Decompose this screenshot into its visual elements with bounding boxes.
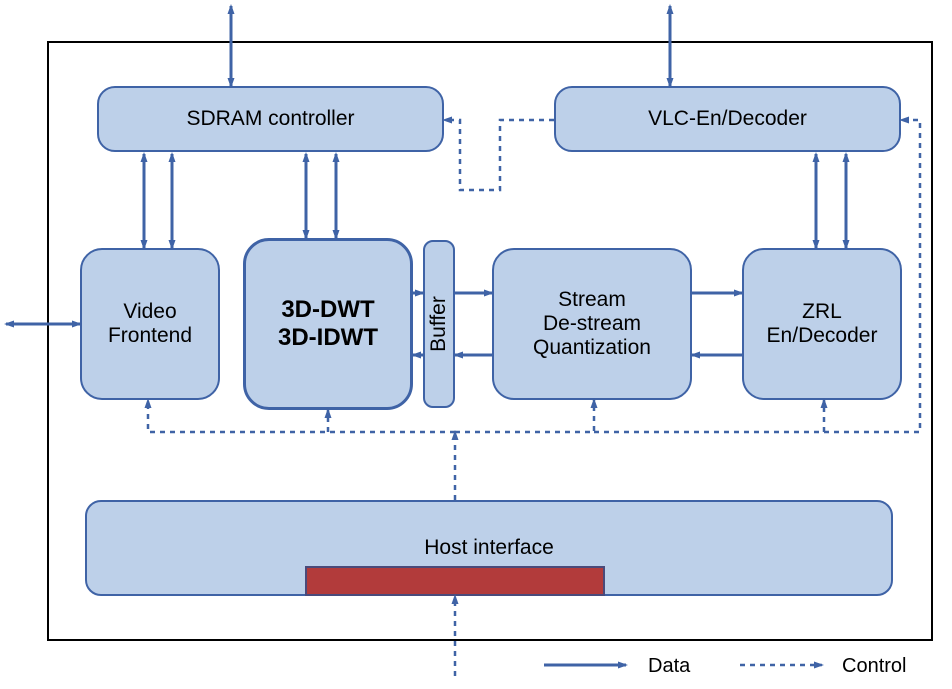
node-dwt: 3D-DWT3D-IDWT bbox=[243, 238, 413, 410]
dotted-d-to-zrl bbox=[594, 400, 824, 432]
node-label-host: Host interface bbox=[424, 536, 554, 560]
node-label-vlc: VLC-En/Decoder bbox=[648, 107, 807, 131]
node-buffer: Buffer bbox=[423, 240, 455, 408]
legend-label-control_label: Control bbox=[842, 655, 906, 678]
node-label-buffer: Buffer bbox=[427, 296, 451, 352]
node-vlc: VLC-En/Decoder bbox=[554, 86, 901, 152]
node-label-sdram: SDRAM controller bbox=[186, 107, 354, 131]
node-sdram: SDRAM controller bbox=[97, 86, 444, 152]
node-stream: StreamDe-streamQuantization bbox=[492, 248, 692, 400]
node-host: Host interface bbox=[85, 500, 893, 596]
node-label-zrl: ZRLEn/Decoder bbox=[767, 300, 878, 348]
node-label-video: VideoFrontend bbox=[108, 300, 192, 348]
legend-label-data_label: Data bbox=[648, 655, 690, 678]
node-video: VideoFrontend bbox=[80, 248, 220, 400]
node-zrl: ZRLEn/Decoder bbox=[742, 248, 902, 400]
diagram-canvas: SDRAM controller VLC-En/Decoder VideoFront… bbox=[0, 0, 952, 689]
node-label-dwt: 3D-DWT3D-IDWT bbox=[278, 296, 378, 352]
dotted-d-vlc-sdram bbox=[444, 120, 554, 190]
dotted-d-to-stream bbox=[455, 400, 594, 432]
node-label-stream: StreamDe-streamQuantization bbox=[533, 288, 651, 360]
